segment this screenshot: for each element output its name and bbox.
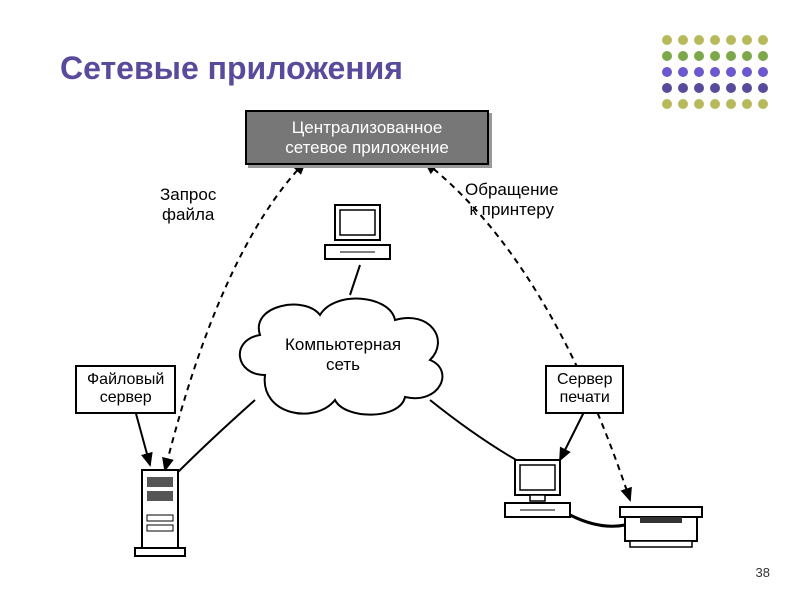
decorative-dot — [726, 35, 736, 45]
decorative-dot — [758, 99, 768, 109]
decorative-dot — [710, 35, 720, 45]
decorative-dot — [662, 51, 672, 61]
decorative-dot — [710, 83, 720, 93]
decorative-dot — [726, 67, 736, 77]
page-title: Сетевые приложения — [60, 50, 403, 87]
to-printer-label: Обращениек принтеру — [465, 180, 558, 219]
decorative-dot — [758, 83, 768, 93]
decorative-dot — [742, 51, 752, 61]
decorative-dot — [678, 83, 688, 93]
print-server-box: Серверпечати — [545, 365, 624, 414]
decorative-dot — [726, 51, 736, 61]
edge-printserverbox-to-pc — [560, 410, 585, 460]
file-server-box: Файловыйсервер — [75, 365, 176, 414]
printer-icon — [615, 495, 715, 555]
decorative-dot — [742, 67, 752, 77]
decorative-dot — [710, 67, 720, 77]
decorative-dot — [742, 99, 752, 109]
file-server-tower-icon — [130, 465, 200, 565]
decorative-dot — [694, 35, 704, 45]
decorative-dot — [694, 51, 704, 61]
request-file-label: Запросфайла — [160, 185, 216, 224]
decorative-dot — [726, 83, 736, 93]
network-diagram: Централизованноесетевое приложение Запро… — [80, 100, 720, 560]
decorative-dot — [758, 35, 768, 45]
client-computer-icon — [320, 200, 400, 270]
decorative-dot — [758, 67, 768, 77]
central-app-box: Централизованноесетевое приложение — [245, 110, 489, 165]
decorative-dot — [662, 67, 672, 77]
decorative-dot — [742, 83, 752, 93]
decorative-dot — [678, 67, 688, 77]
decorative-dot — [758, 51, 768, 61]
decorative-dot — [662, 35, 672, 45]
decorative-dot — [710, 51, 720, 61]
cloud-label: Компьютернаясеть — [285, 335, 401, 374]
decorative-dot — [742, 35, 752, 45]
edge-fileserverbox-to-tower — [135, 410, 150, 465]
decorative-dot — [726, 99, 736, 109]
decorative-dot — [678, 35, 688, 45]
print-pc-icon — [500, 455, 580, 530]
page-number: 38 — [756, 565, 770, 580]
decorative-dot — [694, 67, 704, 77]
decorative-dot — [662, 83, 672, 93]
decorative-dot — [678, 51, 688, 61]
decorative-dot — [694, 83, 704, 93]
